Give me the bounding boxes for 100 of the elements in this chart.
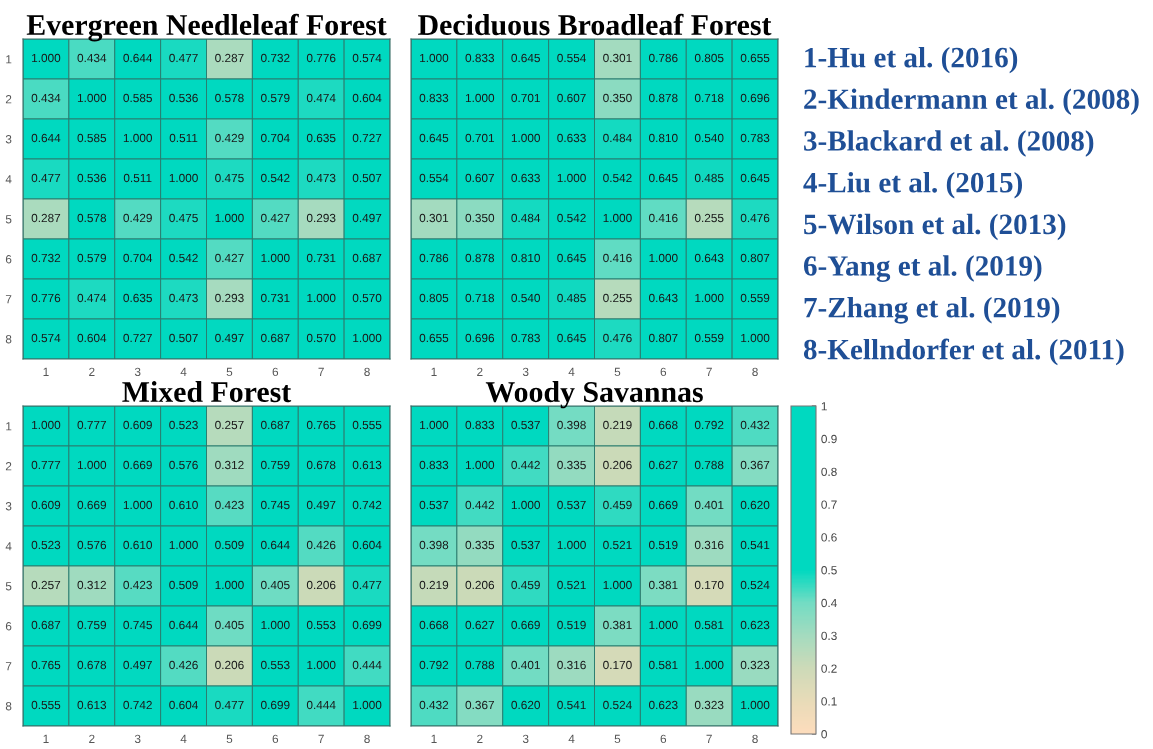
x-tick-label: 3 xyxy=(522,367,529,376)
data-label: 0.323 xyxy=(740,660,770,670)
data-label: 0.537 xyxy=(557,500,586,510)
data-label: 0.731 xyxy=(306,253,336,263)
data-label: 0.335 xyxy=(557,460,586,470)
x-tick-label: 7 xyxy=(706,734,712,743)
data-label: 0.219 xyxy=(419,580,449,590)
data-label: 0.701 xyxy=(465,133,495,143)
data-label: 0.497 xyxy=(306,500,336,510)
y-tick-label: 1 xyxy=(6,55,12,64)
y-tick-label: 6 xyxy=(5,255,12,264)
data-label: 0.206 xyxy=(306,580,336,590)
data-label: 0.644 xyxy=(261,540,290,550)
data-label: 0.429 xyxy=(215,133,244,143)
color-bar-label: 1 xyxy=(821,402,827,411)
data-label: 0.427 xyxy=(261,213,290,223)
data-label: 0.578 xyxy=(77,213,107,223)
data-label: 0.524 xyxy=(740,580,770,590)
data-label: 0.476 xyxy=(603,333,632,343)
data-label: 0.442 xyxy=(511,460,540,470)
data-label: 1.000 xyxy=(261,620,290,630)
data-label: 0.810 xyxy=(511,253,540,263)
data-label: 0.623 xyxy=(740,620,770,630)
data-label: 0.474 xyxy=(306,93,336,103)
data-label: 0.511 xyxy=(169,133,198,143)
data-label: 0.350 xyxy=(603,93,632,103)
data-label: 0.255 xyxy=(694,213,724,223)
data-label: 0.727 xyxy=(123,333,152,343)
data-label: 0.718 xyxy=(465,293,495,303)
x-tick-label: 5 xyxy=(614,367,621,376)
data-label: 0.381 xyxy=(649,580,678,590)
data-label: 0.578 xyxy=(215,93,244,103)
data-label: 1.000 xyxy=(307,660,336,670)
data-label: 0.645 xyxy=(511,53,540,63)
data-label: 0.426 xyxy=(169,660,198,670)
x-tick-label: 7 xyxy=(706,367,712,376)
data-label: 0.792 xyxy=(694,420,724,430)
data-label: 0.301 xyxy=(603,53,632,63)
data-label: 0.475 xyxy=(215,173,244,183)
y-tick-label: 3 xyxy=(5,502,12,511)
data-label: 0.609 xyxy=(31,500,61,510)
data-label: 1.000 xyxy=(603,213,632,223)
text: 8-Kellndorfer et al. (2011) xyxy=(803,338,1124,366)
data-label: 0.604 xyxy=(352,540,382,550)
color-bar-label: 0.3 xyxy=(821,631,837,640)
data-label: 0.644 xyxy=(123,53,153,63)
data-label: 0.170 xyxy=(694,580,724,590)
text: 7-Zhang et al. (2019) xyxy=(804,296,1060,324)
data-label: 0.745 xyxy=(123,620,152,630)
data-label: 0.643 xyxy=(649,293,678,303)
data-label: 0.287 xyxy=(215,53,244,63)
data-label: 0.559 xyxy=(740,293,770,303)
data-label: 1.000 xyxy=(169,173,198,183)
data-label: 1.000 xyxy=(32,53,61,63)
data-label: 0.810 xyxy=(649,133,678,143)
data-label: 0.585 xyxy=(123,93,152,103)
data-label: 0.777 xyxy=(31,460,61,470)
data-label: 0.542 xyxy=(261,173,290,183)
data-label: 0.474 xyxy=(77,293,107,303)
x-tick-label: 3 xyxy=(522,734,529,743)
data-label: 0.444 xyxy=(306,700,336,710)
text: 4-Liu et al. (2015) xyxy=(803,171,1023,199)
color-bar-label: 0 xyxy=(821,730,827,739)
data-label: 0.335 xyxy=(465,540,495,550)
x-tick-label: 4 xyxy=(180,734,187,743)
data-label: 0.477 xyxy=(215,700,244,710)
color-bar-label: 0.9 xyxy=(821,434,837,444)
data-label: 1.000 xyxy=(32,420,61,430)
data-label: 0.401 xyxy=(694,500,724,510)
data-label: 1.000 xyxy=(77,93,107,103)
data-label: 0.627 xyxy=(465,620,494,630)
data-label: 0.687 xyxy=(261,420,290,430)
data-label: 0.541 xyxy=(557,700,586,710)
data-label: 0.581 xyxy=(694,620,724,630)
data-label: 0.696 xyxy=(465,333,495,343)
data-label: 0.613 xyxy=(77,700,107,710)
data-label: 0.765 xyxy=(306,420,336,430)
data-label: 0.759 xyxy=(261,460,290,470)
data-label: 0.507 xyxy=(169,333,198,343)
data-label: 0.878 xyxy=(649,93,678,103)
data-label: 0.609 xyxy=(123,420,152,430)
x-tick-label: 4 xyxy=(568,734,575,743)
data-label: 0.783 xyxy=(511,333,540,343)
data-label: 0.323 xyxy=(694,700,724,710)
data-label: 0.732 xyxy=(261,53,290,63)
data-label: 1.000 xyxy=(215,580,244,590)
data-label: 0.255 xyxy=(603,293,632,303)
data-label: 0.699 xyxy=(352,620,382,630)
data-label: 0.604 xyxy=(352,93,382,103)
data-label: 0.497 xyxy=(215,333,244,343)
data-label: 1.000 xyxy=(353,700,382,710)
x-tick-label: 4 xyxy=(180,367,187,376)
data-label: 0.405 xyxy=(261,580,290,590)
data-label: 0.509 xyxy=(169,580,198,590)
data-label: 0.644 xyxy=(169,620,198,630)
data-label: 0.687 xyxy=(261,333,290,343)
data-label: 0.485 xyxy=(557,293,586,303)
x-tick-label: 8 xyxy=(364,734,370,743)
data-label: 0.536 xyxy=(169,93,198,103)
color-bar-label: 0.4 xyxy=(821,598,837,608)
